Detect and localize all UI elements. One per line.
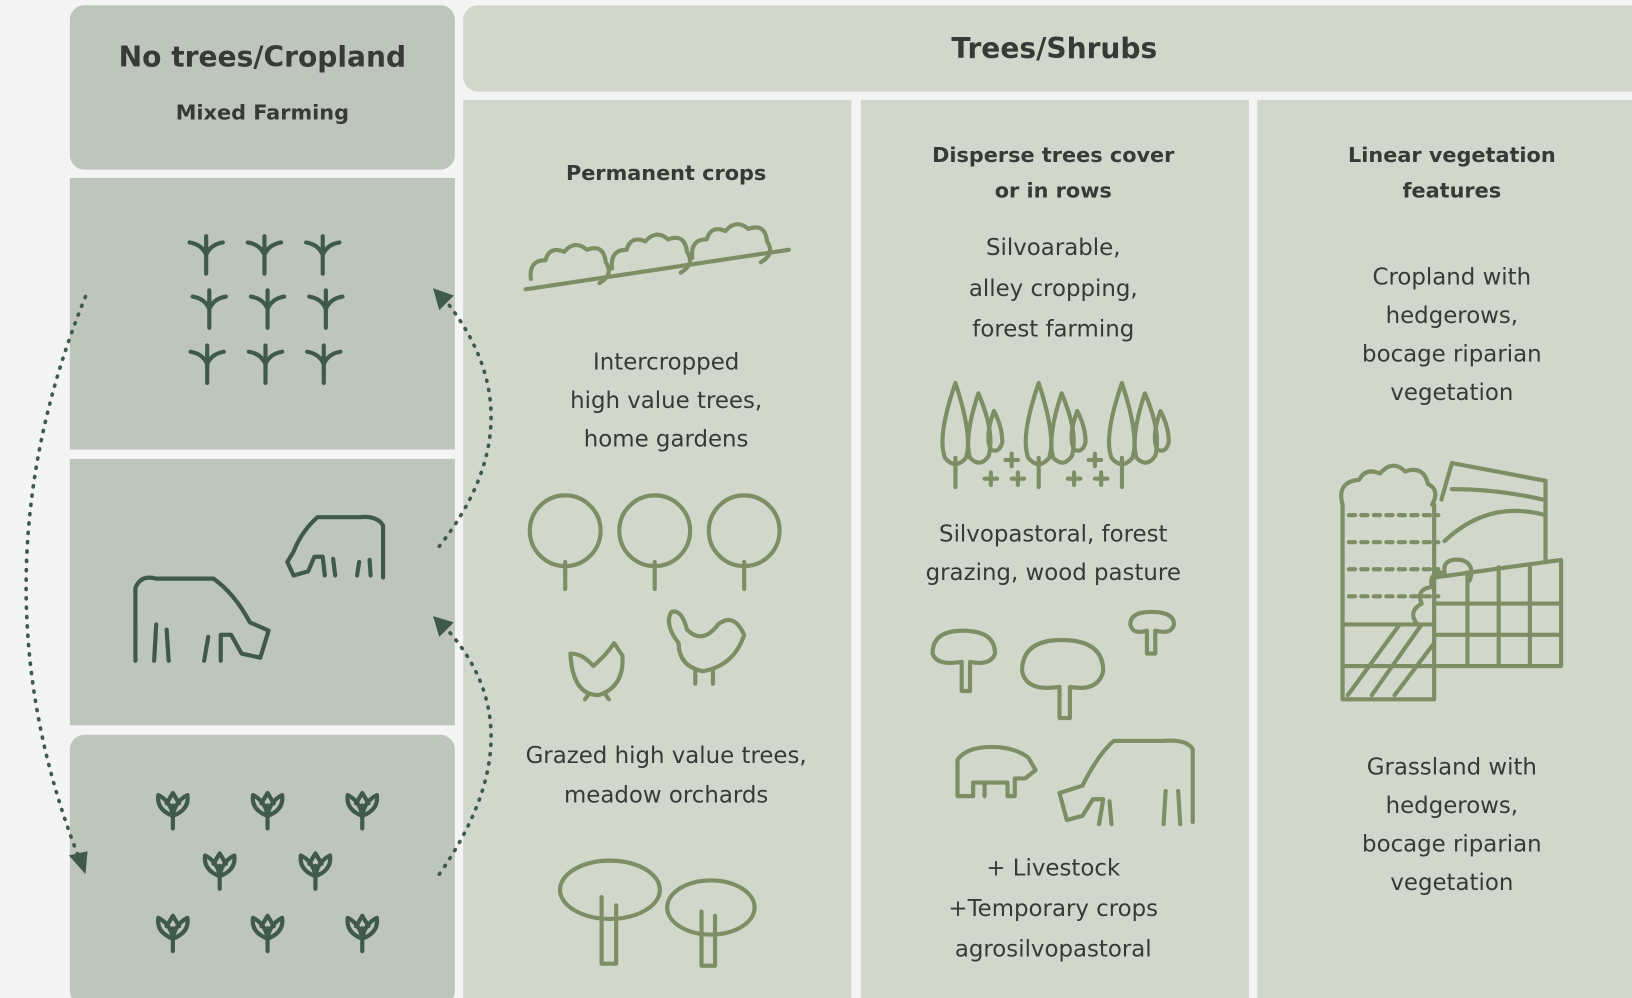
column-text: agrosilvopastoral xyxy=(955,937,1152,963)
livestock-box xyxy=(70,459,455,725)
column-text: hedgerows, xyxy=(1386,793,1518,819)
column-text: high value trees, xyxy=(570,388,762,414)
column-text: Silvoarable, xyxy=(986,235,1120,261)
column-text: home gardens xyxy=(584,427,749,453)
column-heading: Permanent crops xyxy=(566,161,766,185)
column-text: grazing, wood pasture xyxy=(926,560,1181,586)
column-text: bocage riparian xyxy=(1362,341,1542,367)
seedling-box xyxy=(70,735,455,998)
column-text: alley cropping, xyxy=(969,276,1138,302)
column-text: hedgerows, xyxy=(1386,303,1518,329)
left-title: No trees/Cropland xyxy=(119,40,406,73)
column-text: forest farming xyxy=(972,316,1134,342)
column-text: + Livestock xyxy=(986,855,1121,881)
column-text: vegetation xyxy=(1390,870,1513,896)
diagram: No trees/Cropland Mixed Farming Trees/Sh… xyxy=(0,0,1632,998)
column-text: vegetation xyxy=(1390,380,1513,406)
column-text: Grazed high value trees, xyxy=(526,743,807,769)
column-text: bocage riparian xyxy=(1362,832,1542,858)
column-text: Silvopastoral, forest xyxy=(939,521,1167,547)
column-heading: Linear vegetation xyxy=(1348,143,1556,167)
crop-box xyxy=(70,178,455,450)
left-header-box xyxy=(70,5,455,169)
left-subtitle: Mixed Farming xyxy=(176,100,349,124)
column-text: Intercropped xyxy=(593,350,739,376)
right-title: Trees/Shrubs xyxy=(951,32,1157,65)
column-text: Grassland with xyxy=(1367,755,1537,781)
column-heading: Disperse trees cover xyxy=(932,143,1175,167)
column-text: meadow orchards xyxy=(564,783,768,809)
column-heading: or in rows xyxy=(995,178,1112,202)
column-text: Cropland with xyxy=(1373,264,1532,290)
column-heading: features xyxy=(1403,178,1502,202)
column-text: +Temporary crops xyxy=(948,896,1158,922)
column-box xyxy=(1257,100,1632,998)
page: No trees/Cropland Mixed Farming Trees/Sh… xyxy=(0,0,1632,998)
